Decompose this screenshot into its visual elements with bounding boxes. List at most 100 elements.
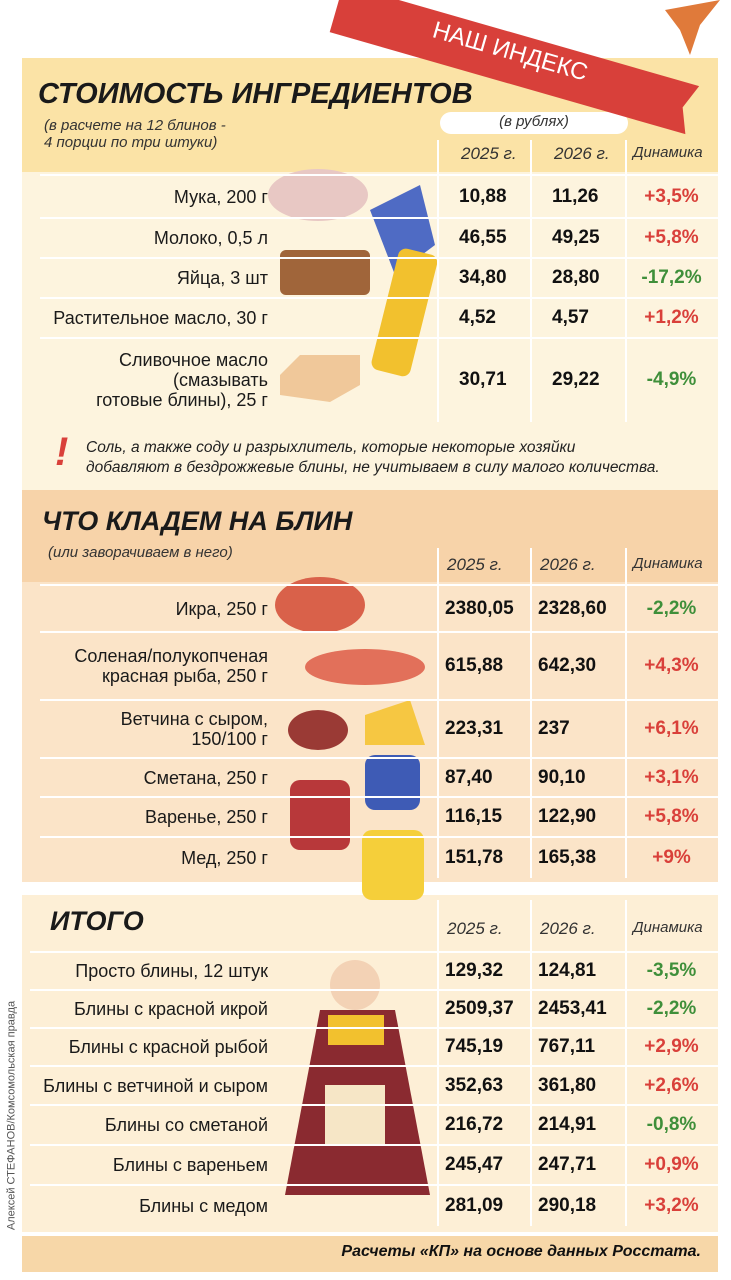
change-cell: +5,8%	[644, 806, 699, 827]
row-divider	[30, 1184, 718, 1186]
column-divider	[530, 900, 532, 1226]
section-title: ИТОГО	[50, 906, 144, 936]
value-cell: 352,63	[445, 1074, 504, 1096]
column-divider	[437, 548, 439, 878]
change-cell: +3,5%	[644, 185, 699, 207]
value-cell: 290,18	[538, 1194, 597, 1216]
change-cell: +9%	[652, 846, 691, 868]
value-cell: 129,32	[445, 960, 504, 981]
value-cell: 2328,60	[538, 597, 607, 619]
row-name: Мед, 250 г	[181, 847, 268, 868]
value-cell: 4,57	[552, 307, 589, 328]
row-name: Варенье, 250 г	[145, 807, 268, 827]
value-cell: 87,40	[445, 766, 493, 788]
value-cell: 281,09	[445, 1194, 504, 1216]
column-divider	[437, 140, 439, 422]
row-name: Блины с вареньем	[112, 1155, 268, 1175]
row-divider	[30, 1144, 718, 1146]
row-name: красная рыба, 250 г	[101, 666, 268, 686]
value-cell: 223,31	[445, 718, 504, 739]
column-header: 2026 г.	[540, 919, 596, 938]
section-subtitle: (или заворачиваем в него)	[48, 544, 233, 561]
value-cell: 46,55	[459, 227, 507, 248]
change-cell: -2,2%	[646, 998, 697, 1019]
banner-ribbon	[329, 0, 700, 135]
woman-illustration	[285, 960, 430, 1195]
row-name: Соленая/полукопченая	[74, 646, 268, 666]
value-cell: 165,38	[538, 846, 597, 868]
change-cell: -4,9%	[646, 369, 697, 390]
row-divider	[40, 699, 718, 701]
change-cell: +3,1%	[644, 766, 699, 788]
row-divider	[30, 989, 718, 991]
unit-label: (в рублях)	[499, 113, 569, 130]
row-name: Блины с красной икрой	[74, 999, 268, 1019]
column-header: Динамика	[633, 919, 703, 936]
value-cell: 642,30	[538, 655, 597, 676]
value-cell: 2509,37	[445, 998, 514, 1019]
row-divider	[40, 836, 718, 838]
section-subtitle: (в расчете на 12 блинов -	[44, 117, 226, 134]
row-name: Блины с медом	[139, 1195, 268, 1216]
column-divider	[437, 900, 439, 1226]
fish-illustration	[305, 649, 425, 685]
note-text: добавляют в бездрожжевые блины, не учиты…	[86, 459, 660, 476]
row-divider	[30, 1027, 718, 1029]
row-name: 150/100 г	[191, 729, 268, 749]
butter-illustration	[280, 355, 360, 402]
column-divider	[530, 140, 532, 422]
change-cell: -2,2%	[646, 597, 697, 619]
value-cell: 28,80	[552, 267, 600, 288]
value-cell: 745,19	[445, 1036, 504, 1057]
row-name: Просто блины, 12 штук	[75, 961, 268, 981]
value-cell: 122,90	[538, 806, 597, 827]
eggs-illustration	[280, 250, 370, 295]
oil-illustration	[371, 248, 438, 377]
section-subtitle: 4 порции по три штуки)	[44, 134, 218, 151]
change-cell: -17,2%	[641, 267, 702, 288]
value-cell: 11,26	[552, 185, 599, 207]
value-cell: 247,71	[538, 1154, 597, 1175]
column-header: 2026 г.	[554, 144, 610, 163]
row-divider	[40, 217, 718, 219]
row-divider	[40, 757, 718, 759]
change-cell: +5,8%	[644, 227, 699, 248]
value-cell: 29,22	[552, 369, 600, 390]
row-name: Икра, 250 г	[175, 598, 268, 619]
value-cell: 216,72	[445, 1114, 504, 1135]
value-cell: 10,88	[459, 185, 507, 207]
value-cell: 4,52	[459, 307, 496, 328]
value-cell: 237	[538, 718, 570, 739]
note-mark: !	[55, 430, 69, 474]
value-cell: 214,91	[538, 1114, 597, 1135]
caviar-illustration	[275, 577, 365, 633]
row-divider	[30, 951, 718, 953]
value-cell: 2453,41	[538, 998, 607, 1019]
row-name: Молоко, 0,5 л	[153, 228, 268, 248]
row-name: Блины с ветчиной и сыром	[43, 1075, 268, 1096]
row-divider	[40, 337, 718, 339]
flour-illustration	[268, 169, 368, 221]
column-header: 2026 г.	[540, 555, 596, 574]
row-divider	[40, 584, 718, 586]
change-cell: +2,9%	[644, 1036, 699, 1057]
value-cell: 34,80	[459, 267, 507, 288]
credit: Алексей СТЕФАНОВ/Комсомольская правда	[5, 1000, 18, 1231]
value-cell: 30,71	[459, 369, 507, 390]
row-name: Сметана, 250 г	[143, 767, 268, 788]
note-text: Соль, а также соду и разрыхлитель, котор…	[86, 439, 576, 456]
row-divider	[40, 796, 718, 798]
row-name: Блины со сметаной	[104, 1115, 268, 1135]
column-header: 2025 г.	[447, 555, 503, 574]
change-cell: +4,3%	[644, 655, 699, 676]
honey-illustration	[362, 830, 424, 900]
bird-icon	[665, 0, 720, 55]
value-cell: 151,78	[445, 846, 504, 868]
row-divider	[40, 257, 718, 259]
jam-illustration	[290, 780, 350, 850]
column-header: Динамика	[633, 555, 703, 572]
section-bg	[22, 490, 718, 582]
row-name: Блины с красной рыбой	[68, 1037, 268, 1057]
column-divider	[530, 548, 532, 878]
